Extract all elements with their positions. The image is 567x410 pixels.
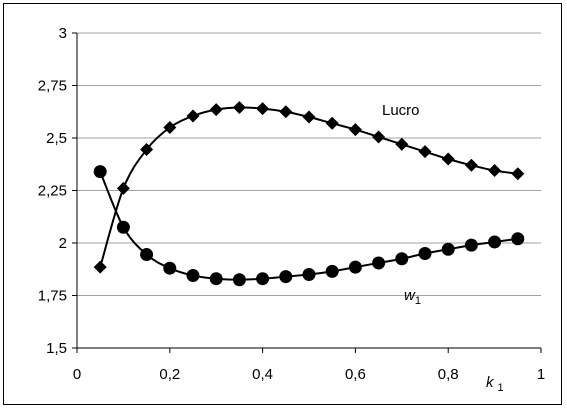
x-axis-label-sub: 1	[498, 382, 504, 394]
data-point-lucro	[186, 109, 200, 123]
data-point-lucro	[209, 103, 223, 117]
series-line-w1	[99, 171, 518, 281]
x-tick-label: 0,6	[345, 366, 366, 383]
y-tick-label: 2	[59, 235, 67, 252]
series-label-w1: w1	[404, 287, 421, 307]
data-point-lucro	[256, 102, 270, 116]
data-point-w1	[163, 261, 177, 275]
data-point-lucro	[372, 130, 386, 144]
data-point-lucro	[93, 260, 107, 274]
y-tick-labels: 1,5 1,75 2 2,25 2,5 2,75 3	[38, 25, 67, 357]
x-tick-label: 1	[537, 366, 545, 383]
y-tick-label: 1,75	[38, 288, 67, 305]
x-tick-labels: 0 0,2 0,4 0,6 0,8 1	[73, 366, 545, 383]
data-point-w1	[186, 269, 200, 283]
data-point-lucro	[395, 137, 409, 151]
y-tick-label: 2,75	[38, 78, 67, 95]
y-tick-label: 1,5	[46, 340, 67, 357]
data-point-w1	[302, 268, 316, 281]
axes	[72, 32, 542, 353]
x-axis-label-main: k	[486, 374, 495, 391]
data-point-lucro	[418, 145, 432, 159]
series-label-lucro: Lucro	[382, 102, 420, 119]
data-point-w1	[464, 238, 478, 252]
data-point-w1	[140, 248, 154, 262]
data-point-w1	[395, 252, 409, 266]
data-point-lucro	[511, 167, 525, 181]
data-point-lucro	[116, 181, 130, 195]
series-layer	[93, 101, 525, 287]
x-tick-label: 0,8	[438, 366, 459, 383]
data-point-w1	[325, 264, 339, 278]
data-point-w1	[279, 270, 293, 284]
y-tick-label: 2,25	[38, 183, 67, 200]
data-point-w1	[372, 256, 386, 270]
data-point-lucro	[140, 143, 154, 157]
series-label-w1-main: w	[404, 287, 416, 304]
data-point-w1	[93, 165, 107, 179]
data-point-lucro	[464, 158, 478, 172]
data-point-lucro	[488, 164, 502, 178]
data-point-lucro	[163, 121, 177, 134]
data-point-lucro	[441, 152, 455, 166]
data-point-w1	[256, 272, 270, 286]
chart-frame	[3, 3, 562, 405]
x-tick-label: 0	[73, 366, 81, 383]
data-point-w1	[232, 273, 246, 287]
data-point-w1	[116, 220, 130, 234]
data-point-lucro	[232, 101, 246, 115]
data-point-w1	[488, 235, 502, 249]
x-tick-label: 0,2	[159, 366, 180, 383]
y-tick-label: 3	[59, 25, 67, 42]
data-point-lucro	[348, 123, 362, 137]
series-label-w1-sub: 1	[415, 295, 421, 307]
data-point-w1	[418, 247, 432, 260]
x-tick-label: 0,4	[252, 366, 273, 383]
data-point-w1	[348, 260, 362, 274]
data-point-w1	[441, 242, 455, 256]
y-tick-label: 2,5	[46, 130, 67, 147]
gridlines	[77, 32, 541, 296]
data-point-w1	[209, 272, 223, 286]
data-point-lucro	[302, 110, 316, 124]
data-point-lucro	[325, 116, 339, 130]
data-point-w1	[511, 232, 525, 246]
data-point-lucro	[279, 105, 293, 119]
